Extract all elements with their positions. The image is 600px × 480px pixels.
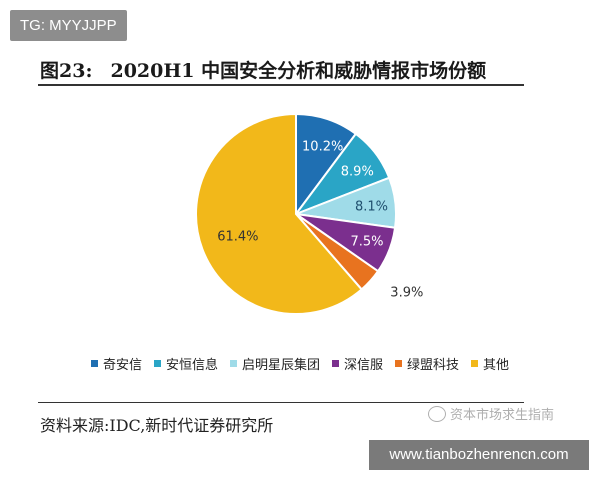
legend-swatch-3 <box>332 360 339 367</box>
figure-title-text: 2020H1 中国安全分析和威胁情报市场份额 <box>110 60 487 82</box>
title-divider <box>38 84 524 86</box>
watermark: 资本市场求生指南 <box>428 404 554 423</box>
figure-number: 图23: <box>40 60 93 82</box>
legend-label-5: 其他 <box>483 358 510 373</box>
legend-item-4: 绿盟科技 <box>395 354 459 373</box>
pie-data-label-4: 3.9% <box>390 286 423 301</box>
tg-badge: TG: MYYJJPP <box>10 10 127 41</box>
site-banner: www.tianbozhenrencn.com <box>369 440 589 470</box>
pie-data-label-5: 61.4% <box>217 230 258 245</box>
source-note: 资料来源:IDC,新时代证券研究所 <box>40 416 274 435</box>
legend-swatch-0 <box>90 360 98 367</box>
source-divider <box>38 402 524 403</box>
legend-swatch-4 <box>395 360 403 367</box>
pie-slice-5 <box>195 112 364 315</box>
wechat-icon <box>428 405 446 422</box>
pie-data-label-1: 8.9% <box>341 164 374 179</box>
figure-title: 图23: 2020H1 中国安全分析和威胁情报市场份额 <box>40 56 486 83</box>
legend-item-2: 启明星辰集团 <box>229 354 320 373</box>
legend-label-2: 启明星辰集团 <box>241 358 320 373</box>
legend-swatch-1 <box>153 360 161 367</box>
legend-item-1: 安恒信息 <box>153 354 218 373</box>
legend-item-3: 深信服 <box>332 354 383 373</box>
legend-label-0: 奇安信 <box>102 358 142 373</box>
watermark-text: 资本市场求生指南 <box>450 408 555 423</box>
legend-label-4: 绿盟科技 <box>407 358 460 373</box>
legend-label-3: 深信服 <box>344 358 384 373</box>
pie-data-label-0: 10.2% <box>302 140 343 155</box>
legend-swatch-2 <box>229 360 237 367</box>
legend-label-1: 安恒信息 <box>165 358 218 373</box>
pie-chart: 10.2% 8.9% 8.1% 7.5% 3.9% 61.4% <box>195 112 423 315</box>
legend-item-0: 奇安信 <box>90 354 142 373</box>
pie-data-label-2: 8.1% <box>355 200 388 215</box>
pie-data-label-3: 7.5% <box>350 234 383 249</box>
legend-swatch-5 <box>471 360 479 367</box>
chart-legend: 奇安信 安恒信息 启明星辰集团 深信服 绿盟科技 其他 <box>0 354 600 373</box>
legend-item-5: 其他 <box>471 354 509 373</box>
